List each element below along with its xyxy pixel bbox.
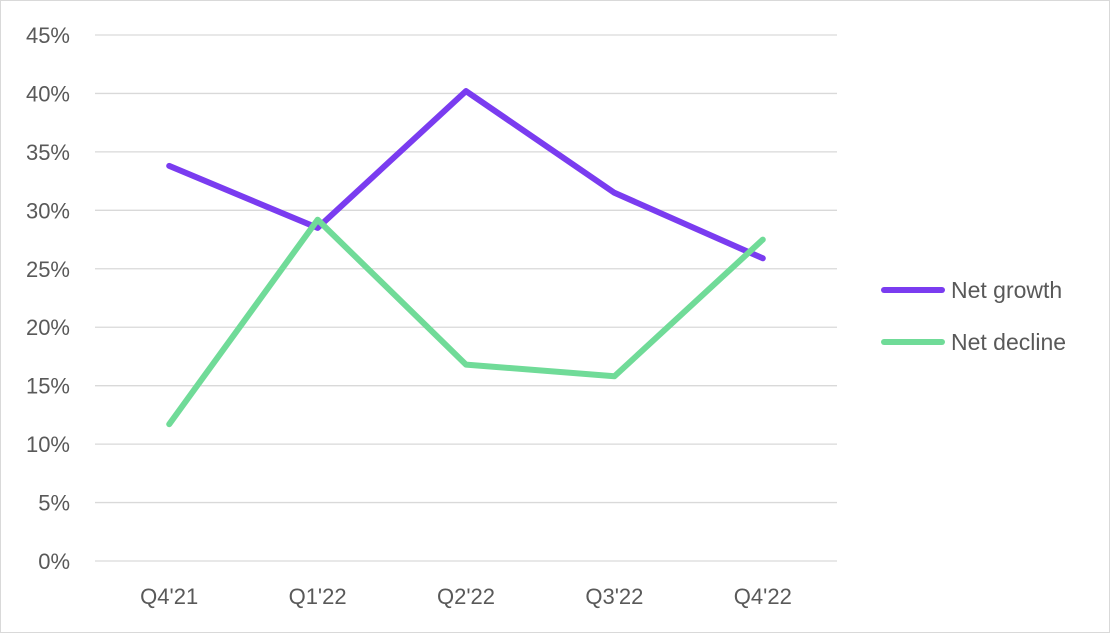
- series-line-net-decline: [166, 216, 766, 428]
- y-axis-tick-labels: 0% 5% 10% 15% 20% 25% 30% 35% 40% 45%: [26, 23, 70, 574]
- x-tick-label: Q4'21: [140, 584, 198, 609]
- x-tick-label: Q1'22: [289, 584, 347, 609]
- legend-label-net-decline: Net decline: [951, 329, 1066, 355]
- series-line-net-growth: [166, 88, 766, 262]
- gridlines: [95, 34, 837, 562]
- x-axis-tick-labels: Q4'21 Q1'22 Q2'22 Q3'22 Q4'22: [140, 584, 792, 609]
- x-tick-label: Q3'22: [585, 584, 643, 609]
- series-lines: [166, 88, 766, 428]
- legend: Net growth Net decline: [881, 277, 1066, 355]
- y-tick-label: 25%: [26, 257, 70, 282]
- y-tick-label: 10%: [26, 432, 70, 457]
- y-tick-label: 40%: [26, 81, 70, 106]
- y-tick-label: 20%: [26, 315, 70, 340]
- legend-label-net-growth: Net growth: [951, 277, 1062, 303]
- y-tick-label: 30%: [26, 198, 70, 223]
- y-tick-label: 45%: [26, 23, 70, 48]
- x-tick-label: Q4'22: [734, 584, 792, 609]
- y-tick-label: 0%: [38, 549, 70, 574]
- y-tick-label: 15%: [26, 374, 70, 399]
- y-tick-label: 35%: [26, 140, 70, 165]
- x-tick-label: Q2'22: [437, 584, 495, 609]
- y-tick-label: 5%: [38, 491, 70, 516]
